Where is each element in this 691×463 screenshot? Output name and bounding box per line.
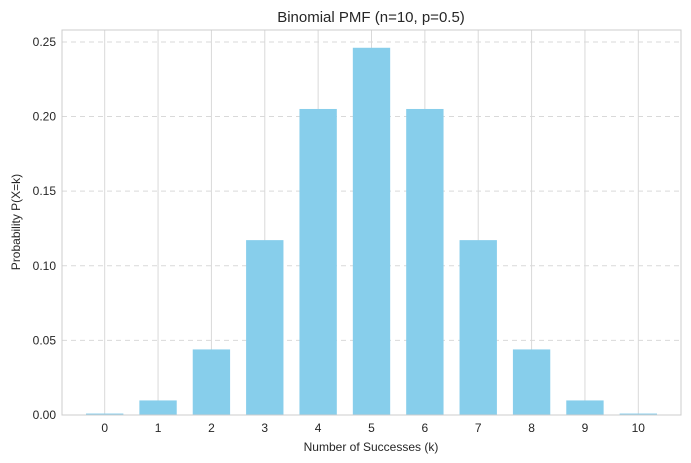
y-tick-label: 0.10 [33, 259, 57, 273]
y-tick-label: 0.25 [33, 35, 57, 49]
x-tick-label: 7 [475, 421, 482, 435]
y-tick-label: 0.15 [33, 184, 57, 198]
x-tick-label: 6 [422, 421, 429, 435]
y-tick-label: 0.05 [33, 333, 57, 347]
bar-k-7 [459, 240, 497, 415]
bar-k-9 [566, 400, 604, 415]
plot-frame [61, 29, 682, 416]
x-tick-label: 1 [155, 421, 162, 435]
x-tick-label: 9 [582, 421, 589, 435]
bar-k-1 [139, 400, 177, 415]
bar-k-10 [619, 413, 657, 415]
bar-k-2 [192, 349, 231, 415]
x-tick-labels: 0 1 2 3 4 5 6 7 8 9 10 [101, 421, 645, 435]
x-tick-label: 2 [208, 421, 215, 435]
x-tick-label: 5 [368, 421, 375, 435]
x-tick-label: 10 [632, 421, 646, 435]
bar-layer [86, 47, 657, 416]
bar-k-6 [406, 108, 444, 416]
bar-k-5 [352, 47, 391, 416]
bar-k-4 [299, 108, 337, 416]
bar-k-0 [86, 413, 124, 415]
y-tick-label: 0.20 [33, 110, 57, 124]
y-tick-labels: 0.00 0.05 0.10 0.15 0.20 0.25 [33, 35, 57, 422]
y-tick-label: 0.00 [33, 408, 57, 422]
y-axis-label: Probability P(X=k) [9, 174, 23, 270]
bar-k-3 [246, 240, 284, 415]
x-tick-label: 8 [528, 421, 535, 435]
x-tick-label: 0 [101, 421, 108, 435]
chart-title: Binomial PMF (n=10, p=0.5) [277, 9, 465, 26]
x-axis-label: Number of Successes (k) [304, 440, 439, 454]
bar-k-8 [512, 349, 551, 415]
x-tick-label: 3 [261, 421, 268, 435]
x-tick-label: 4 [315, 421, 322, 435]
